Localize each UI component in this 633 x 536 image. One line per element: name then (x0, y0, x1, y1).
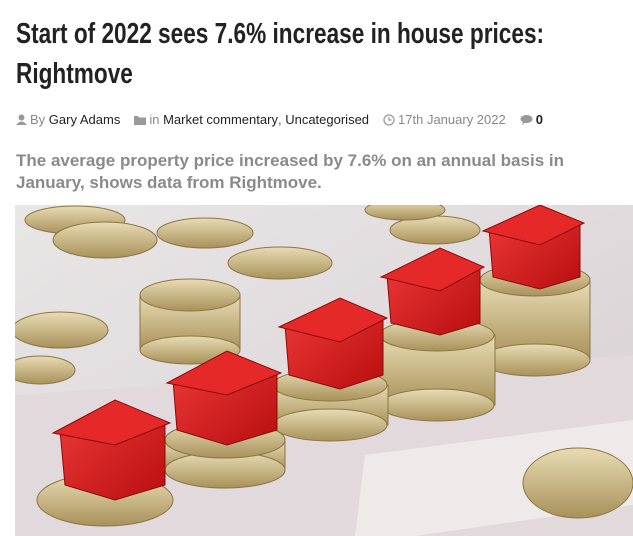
clock-icon (383, 113, 395, 126)
article-meta: By Gary Adams in Market commentary, Unca… (16, 112, 543, 127)
user-icon (16, 114, 27, 125)
category-link[interactable]: Market commentary (163, 112, 278, 127)
by-label: By (30, 112, 46, 127)
comment-icon (520, 115, 533, 125)
in-label: in (149, 112, 160, 127)
folder-icon (134, 115, 147, 125)
date: 17th January 2022 (398, 112, 506, 127)
comment-count[interactable]: 0 (535, 112, 543, 127)
category-link[interactable]: Uncategorised (285, 112, 370, 127)
article-image (15, 205, 633, 536)
author-link[interactable]: Gary Adams (48, 112, 121, 127)
separator: , (277, 112, 282, 127)
article-title: Start of 2022 sees 7.6% increase in hous… (16, 18, 545, 90)
standfirst: The average property price increased by … (16, 151, 564, 192)
